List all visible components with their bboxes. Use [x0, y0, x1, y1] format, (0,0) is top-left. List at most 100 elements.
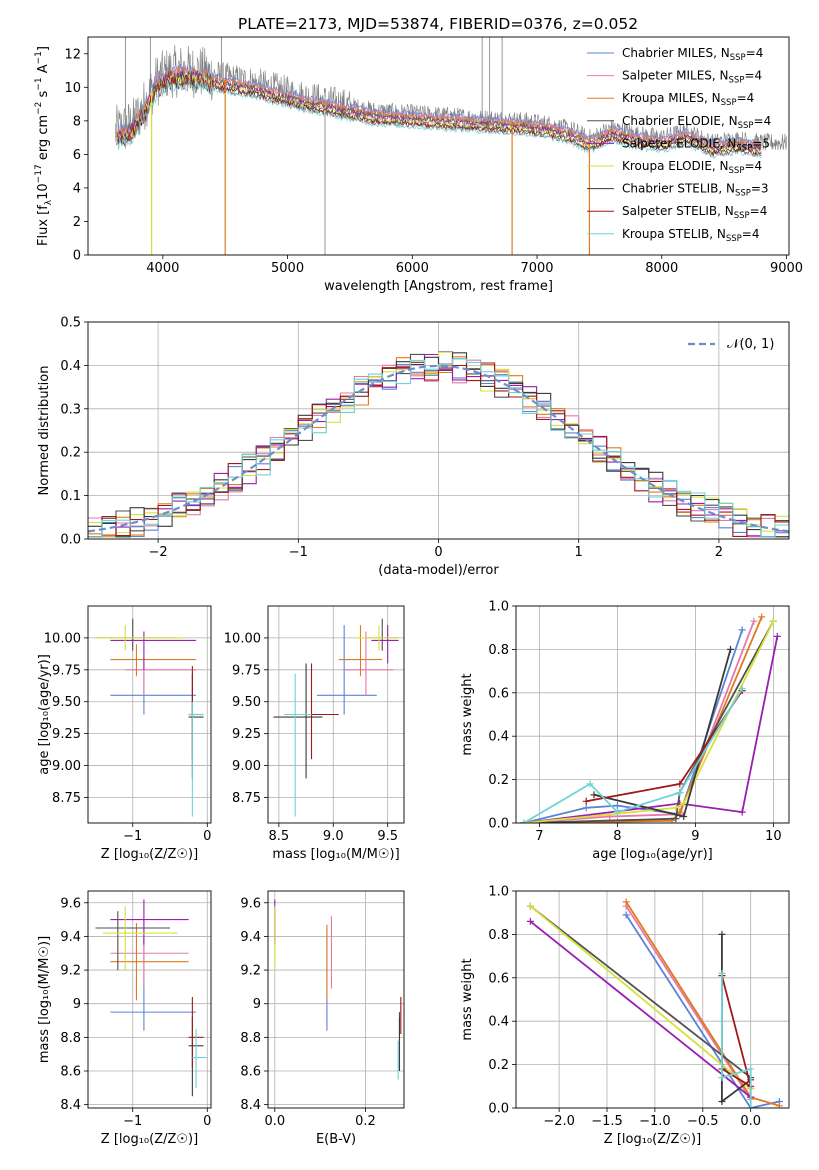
x-axis-label: Z [log₁₀(Z/Z☉)] [101, 1132, 198, 1147]
age_vs_Z-frame [87, 605, 212, 824]
weight-line [529, 905, 752, 1079]
x-tick-label: 8 [613, 829, 621, 844]
weight-marker [672, 804, 680, 812]
weight-marker [718, 969, 726, 977]
legend-label: 𝒩(0, 1) [727, 337, 774, 352]
y-tick-label: 6 [73, 148, 81, 163]
x-tick-label: −2.0 [543, 1114, 575, 1129]
x-tick-label: −1 [289, 545, 308, 560]
y-tick-label: 8 [73, 114, 81, 129]
legend-label-text: Kroupa STELIB, N [622, 227, 726, 241]
mass_vs_Z-frame [87, 890, 212, 1109]
legend-label-text: Salpeter MILES, N [622, 69, 729, 83]
y-tick-label: 9 [253, 997, 261, 1012]
weight-line [523, 688, 743, 823]
y-tick-label: 0.0 [488, 1102, 509, 1117]
legend-label-tail: =4 [744, 69, 762, 83]
x-tick-label: −1.0 [639, 1114, 671, 1129]
weight-marker [622, 898, 630, 906]
weight-marker [582, 804, 590, 812]
legend-label-sub: SSP [738, 121, 754, 131]
weight-marker [718, 1097, 726, 1105]
x-tick-label: 9.0 [323, 829, 344, 844]
mass_vs_Z-axes: −1 0 8.4 8.6 8.8 9 9.2 9.4 9.6 Z [log₁₀(Z/Z☉)] mas… [37, 891, 211, 1147]
spectrum-frame [87, 36, 790, 256]
x-tick-label: 2 [715, 545, 723, 560]
y-tick-label: 0.5 [60, 316, 81, 331]
x-axis-label: mass [log₁₀(M/M☉)] [272, 847, 399, 862]
legend-label: Chabrier ELODIE, NSSP=4 [622, 114, 771, 131]
histogram-step [88, 358, 789, 538]
weight-marker [520, 819, 528, 823]
legend-label-tail: =4 [750, 204, 768, 218]
y-tick-label: 9.00 [232, 759, 261, 774]
y-axis-label-part: λ [44, 199, 54, 205]
y-tick-label: 0.2 [488, 773, 509, 788]
x-tick-label: 9000 [770, 261, 803, 276]
y-tick-label: 8.4 [240, 1098, 261, 1113]
mass_vs_EBV-frame [267, 890, 405, 1109]
y-tick-label: 10.00 [44, 631, 81, 646]
x-axis-label: (data-model)/error [378, 563, 499, 578]
y-axis-label-part: ] [36, 46, 51, 51]
y-axis-label-part: −2 [34, 102, 44, 115]
x-tick-label: 8000 [645, 261, 678, 276]
x-axis-label: Z [log₁₀(Z/Z☉)] [604, 1132, 701, 1147]
legend-label: Chabrier MILES, NSSP=4 [622, 46, 763, 63]
x-tick-label: 0.0 [264, 1114, 285, 1129]
y-axis-label-part: Flux [f [36, 205, 51, 246]
y-tick-label: 8.8 [240, 1031, 261, 1046]
model-spectrum [116, 70, 762, 152]
weight_vs_age-frame [515, 605, 790, 824]
legend-label: Kroupa ELODIE, NSSP=4 [622, 159, 762, 176]
spectrum-lines [115, 37, 787, 255]
legend-label-sub: SSP [721, 98, 737, 108]
y-tick-label: 0.0 [488, 817, 509, 832]
y-tick-label: 8.8 [60, 1031, 81, 1046]
weight-marker [680, 812, 688, 820]
y-axis-label: mass weight [460, 673, 475, 755]
weight-marker [747, 1104, 755, 1108]
x-tick-label: 6000 [396, 261, 429, 276]
y-tick-label: 1.0 [488, 885, 509, 900]
age_vs_mass-axes: 8.5 9.0 9.5 8.75 9.00 9.25 9.50 9.75 10.00 mass [… [224, 606, 404, 862]
y-tick-label: 9.2 [240, 964, 261, 979]
weight-marker [747, 1065, 755, 1073]
x-tick-label: 1 [575, 545, 583, 560]
weight-marker [718, 1074, 726, 1082]
weight-marker [769, 617, 777, 625]
y-tick-label: 9.50 [52, 695, 81, 710]
legend-label-tail: =4 [746, 46, 764, 60]
weight-marker [738, 626, 746, 634]
legend-label-tail: =4 [737, 91, 755, 105]
legend-label: Salpeter STELIB, NSSP=4 [622, 204, 767, 221]
y-tick-label: 0.4 [60, 359, 81, 374]
x-tick-label: 9 [691, 829, 699, 844]
legend-label-text: Chabrier MILES, N [622, 46, 730, 60]
x-tick-label: −1.5 [591, 1114, 623, 1129]
x-tick-label: −0.5 [687, 1114, 719, 1129]
weight_vs_Z-lines [526, 898, 783, 1108]
histograms [88, 350, 789, 538]
legend-label-text: Salpeter ELODIE, N [622, 136, 736, 150]
x-tick-label: −2 [149, 545, 168, 560]
y-tick-label: 0.4 [488, 1015, 509, 1030]
weight-marker [676, 780, 684, 788]
y-tick-label: 12 [64, 47, 81, 62]
x-tick-label: 0.2 [355, 1114, 376, 1129]
weight-marker [622, 911, 630, 919]
weight-marker [613, 802, 621, 810]
x-axis-label: wavelength [Angstrom, rest frame] [324, 279, 553, 294]
weight_vs_Z-frame [515, 890, 790, 1109]
y-tick-label: 9.25 [52, 727, 81, 742]
x-tick-label: 0 [434, 545, 442, 560]
y-axis-label: age [log₁₀(age/yr)] [37, 654, 52, 775]
legend-label-sub: SSP [735, 189, 751, 199]
x-axis-label: E(B-V) [316, 1132, 356, 1147]
weight-line [523, 620, 775, 823]
x-tick-label: 7000 [520, 261, 553, 276]
observed-spectrum [115, 44, 787, 152]
legend-label-sub: SSP [729, 76, 745, 86]
weight-line [529, 920, 752, 1100]
age_vs_Z-points [95, 618, 204, 817]
